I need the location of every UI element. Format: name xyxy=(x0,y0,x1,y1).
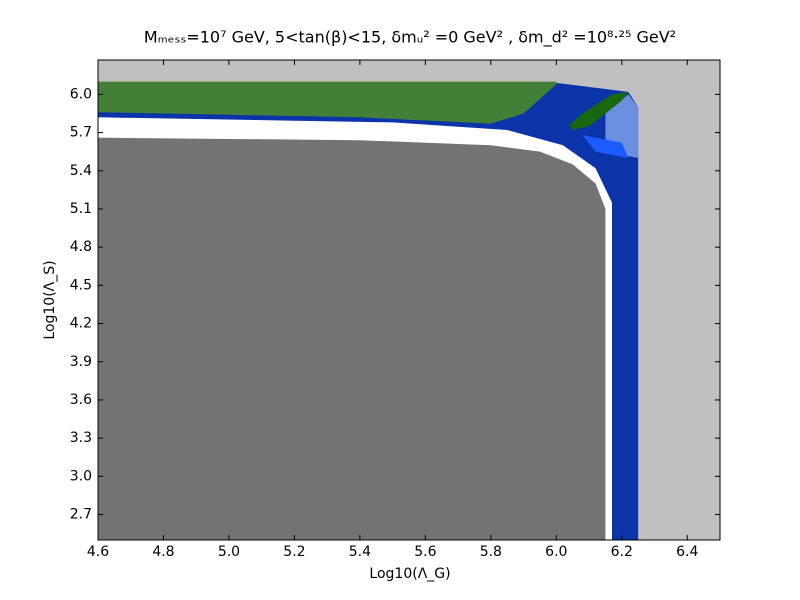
y-tick-label: 4.8 xyxy=(70,239,92,255)
y-tick-label: 3.0 xyxy=(70,468,92,484)
x-tick-label: 6.0 xyxy=(545,544,567,560)
x-tick-label: 5.0 xyxy=(218,544,240,560)
x-axis-label: Log10(Λ_G) xyxy=(369,566,450,582)
y-tick-label: 5.4 xyxy=(70,163,92,179)
y-tick-label: 2.7 xyxy=(70,507,92,523)
plot-frame xyxy=(97,59,721,541)
y-tick-label: 5.7 xyxy=(70,125,92,141)
x-tick-label: 5.8 xyxy=(480,544,502,560)
x-tick-label: 4.8 xyxy=(152,544,174,560)
y-axis-label: Log10(Λ_S) xyxy=(42,260,58,339)
region xyxy=(98,137,606,541)
y-tick-label: 3.9 xyxy=(70,354,92,370)
region xyxy=(98,81,557,124)
x-tick-label: 6.4 xyxy=(676,544,698,560)
chart-title: Mₘₑₛₛ=10⁷ GeV, 5<tan(β)<15, δmᵤ² =0 GeV²… xyxy=(144,28,676,48)
x-tick-label: 4.6 xyxy=(87,544,109,560)
y-tick-label: 4.5 xyxy=(70,277,92,293)
y-tick-label: 3.6 xyxy=(70,392,92,408)
region xyxy=(582,135,629,159)
x-tick-label: 5.2 xyxy=(283,544,305,560)
x-tick-label: 6.2 xyxy=(611,544,633,560)
y-tick-label: 6.0 xyxy=(70,86,92,102)
y-tick-label: 5.1 xyxy=(70,201,92,217)
x-tick-label: 5.4 xyxy=(349,544,371,560)
y-tick-label: 4.2 xyxy=(70,316,92,332)
y-tick-label: 3.3 xyxy=(70,430,92,446)
region xyxy=(569,91,629,131)
x-tick-label: 5.6 xyxy=(414,544,436,560)
